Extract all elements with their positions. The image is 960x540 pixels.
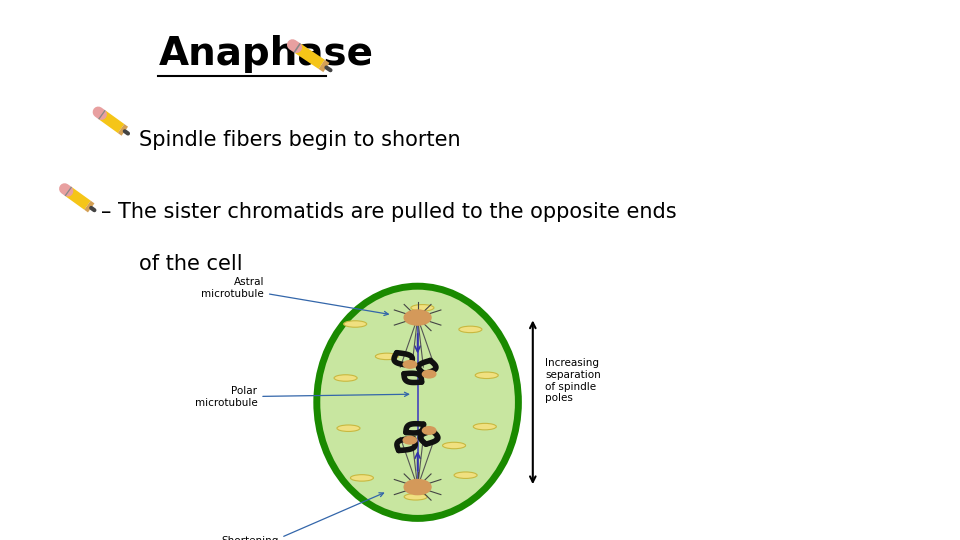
Text: Astral
microtubule: Astral microtubule bbox=[202, 277, 388, 315]
Text: Shortening
kinetochore
microtubule: Shortening kinetochore microtubule bbox=[216, 493, 384, 540]
Circle shape bbox=[404, 480, 431, 495]
Text: – The sister chromatids are pulled to the opposite ends: – The sister chromatids are pulled to th… bbox=[101, 202, 677, 222]
Ellipse shape bbox=[334, 375, 357, 381]
Ellipse shape bbox=[459, 326, 482, 333]
Text: Increasing
separation
of spindle
poles: Increasing separation of spindle poles bbox=[545, 359, 601, 403]
Text: Polar
microtubule: Polar microtubule bbox=[195, 386, 409, 408]
Ellipse shape bbox=[454, 472, 477, 478]
Ellipse shape bbox=[443, 442, 466, 449]
Circle shape bbox=[403, 436, 417, 444]
Text: of the cell: of the cell bbox=[139, 254, 243, 274]
Ellipse shape bbox=[375, 353, 398, 360]
Ellipse shape bbox=[317, 286, 518, 518]
Ellipse shape bbox=[344, 321, 367, 327]
Circle shape bbox=[403, 361, 417, 368]
Ellipse shape bbox=[404, 494, 427, 500]
Text: Anaphase: Anaphase bbox=[158, 35, 373, 73]
Circle shape bbox=[422, 427, 436, 434]
Text: Spindle fibers begin to shorten: Spindle fibers begin to shorten bbox=[139, 130, 461, 150]
Ellipse shape bbox=[350, 475, 373, 481]
Ellipse shape bbox=[337, 425, 360, 431]
Ellipse shape bbox=[411, 305, 434, 311]
Ellipse shape bbox=[475, 372, 498, 379]
Circle shape bbox=[422, 370, 436, 378]
Circle shape bbox=[404, 310, 431, 325]
Ellipse shape bbox=[473, 423, 496, 430]
